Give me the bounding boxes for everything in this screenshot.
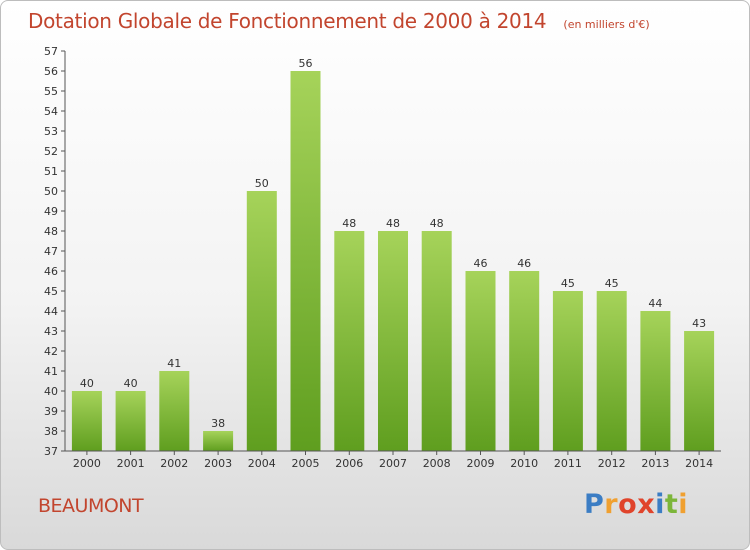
- bar-value-label: 44: [648, 297, 662, 310]
- bar: [640, 311, 671, 451]
- bar: [552, 291, 583, 451]
- bar-value-label: 56: [299, 57, 313, 70]
- y-tick-label: 51: [44, 165, 58, 178]
- title-row: Dotation Globale de Fonctionnement de 20…: [28, 9, 650, 33]
- y-tick-label: 39: [44, 405, 58, 418]
- bar: [465, 271, 496, 451]
- y-tick-label: 52: [44, 145, 58, 158]
- x-tick-label: 2006: [335, 457, 363, 470]
- logo-letter: i: [655, 489, 665, 520]
- chart-subtitle: (en milliers d'€): [563, 18, 650, 31]
- logo-letter: o: [618, 489, 638, 520]
- y-tick-label: 48: [44, 225, 58, 238]
- bar: [246, 191, 277, 451]
- bar: [290, 71, 321, 451]
- bar-value-label: 46: [517, 257, 531, 270]
- y-tick-label: 41: [44, 365, 58, 378]
- bar: [509, 271, 540, 451]
- bar: [596, 291, 627, 451]
- logo-letter: i: [678, 489, 689, 520]
- y-tick-label: 56: [44, 65, 58, 78]
- x-tick-label: 2000: [73, 457, 101, 470]
- x-tick-label: 2001: [117, 457, 145, 470]
- bar: [684, 331, 715, 451]
- y-tick-label: 38: [44, 425, 58, 438]
- x-tick-label: 2004: [248, 457, 276, 470]
- x-tick-label: 2007: [379, 457, 407, 470]
- bar: [71, 391, 102, 451]
- x-axis: 2000 2001 2002 2003 2004 2005 2006 2007 2008 2009…: [65, 450, 721, 470]
- commune-name: BEAUMONT: [38, 495, 144, 517]
- logo-letter: P: [584, 489, 605, 520]
- bar: [115, 391, 146, 451]
- bar-value-label: 46: [474, 257, 488, 270]
- x-tick-label: 2009: [467, 457, 495, 470]
- y-tick-label: 45: [44, 285, 58, 298]
- proxiti-logo[interactable]: Proxiti: [584, 489, 688, 520]
- x-tick-label: 2008: [423, 457, 451, 470]
- y-tick-label: 47: [44, 245, 58, 258]
- x-tick-label: 2003: [204, 457, 232, 470]
- x-tick-label: 2013: [641, 457, 669, 470]
- y-tick-label: 57: [44, 45, 58, 58]
- y-tick-label: 55: [44, 85, 58, 98]
- bar-value-label: 45: [605, 277, 619, 290]
- bar-value-label: 40: [80, 377, 94, 390]
- bar-value-label: 48: [342, 217, 356, 230]
- x-tick-label: 2014: [685, 457, 713, 470]
- bar-value-label: 41: [167, 357, 181, 370]
- x-tick-label: 2005: [292, 457, 320, 470]
- y-tick-label: 54: [44, 105, 58, 118]
- x-tick-label: 2010: [510, 457, 538, 470]
- bar-value-label: 43: [692, 317, 706, 330]
- bar: [378, 231, 408, 451]
- bar-value-label: 38: [211, 417, 225, 430]
- bar: [203, 431, 234, 451]
- bars: 40 40 41 38 50 56 48 48 48 46 46 45 45 44 43: [71, 57, 715, 451]
- y-tick-label: 43: [44, 325, 58, 338]
- y-tick-label: 40: [44, 385, 58, 398]
- x-tick-label: 2011: [554, 457, 582, 470]
- bar-value-label: 48: [386, 217, 400, 230]
- logo-letter: r: [604, 489, 619, 520]
- bar: [421, 231, 452, 451]
- logo-letter: x: [637, 489, 656, 520]
- y-tick-label: 49: [44, 205, 58, 218]
- x-tick-label: 2012: [598, 457, 626, 470]
- x-tick-label: 2002: [160, 457, 188, 470]
- bar: [334, 231, 365, 451]
- bar-value-label: 50: [255, 177, 269, 190]
- bar-value-label: 45: [561, 277, 575, 290]
- y-tick-label: 37: [44, 445, 58, 458]
- y-tick-label: 44: [44, 305, 58, 318]
- bar-value-label: 48: [430, 217, 444, 230]
- logo-letter: t: [664, 489, 679, 520]
- bar: [159, 371, 190, 451]
- y-tick-label: 50: [44, 185, 58, 198]
- y-tick-label: 46: [44, 265, 58, 278]
- y-tick-label: 42: [44, 345, 58, 358]
- y-tick-label: 53: [44, 125, 58, 138]
- bar-value-label: 40: [124, 377, 138, 390]
- chart-title: Dotation Globale de Fonctionnement de 20…: [28, 9, 547, 33]
- y-axis: 37 38 39 40 41 42 43 44 45 46 47 48 49 50 51 52 53 54 55 56…: [44, 45, 66, 458]
